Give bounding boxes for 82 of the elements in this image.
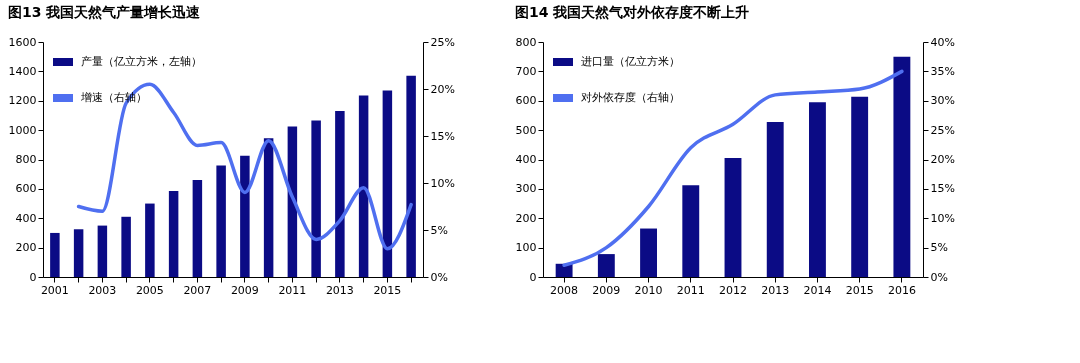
y2-tick-label: 10% bbox=[430, 176, 455, 190]
y-tick-label: 100 bbox=[515, 241, 537, 255]
bar bbox=[893, 56, 911, 277]
legend-label: 增速（右轴） bbox=[80, 91, 147, 104]
y2-tick-label: 25% bbox=[930, 123, 955, 137]
bar bbox=[50, 232, 60, 277]
y-tick-label: 1400 bbox=[8, 64, 37, 78]
y2-tick-label: 35% bbox=[930, 64, 955, 78]
bar bbox=[145, 203, 155, 277]
bar bbox=[216, 165, 226, 277]
y-tick-label: 800 bbox=[515, 35, 537, 49]
x-tick-label: 2005 bbox=[135, 283, 164, 297]
x-tick-label: 2009 bbox=[230, 283, 259, 297]
y2-tick-label: 0% bbox=[930, 270, 948, 284]
y-tick-label: 700 bbox=[515, 64, 537, 78]
y-tick-label: 500 bbox=[515, 123, 537, 137]
bar bbox=[240, 155, 250, 277]
y2-tick-label: 20% bbox=[430, 82, 455, 96]
y2-tick-label: 15% bbox=[430, 129, 455, 143]
y-tick-label: 200 bbox=[515, 211, 537, 225]
chart-title: 图13 我国天然气产量增长迅速 bbox=[8, 4, 202, 20]
x-tick-label: 2015 bbox=[845, 283, 874, 297]
x-tick-label: 2011 bbox=[676, 283, 705, 297]
y-tick-label: 800 bbox=[15, 153, 37, 166]
bar bbox=[97, 225, 108, 277]
x-tick-label: 2009 bbox=[592, 283, 621, 297]
line-series bbox=[562, 69, 904, 267]
y-tick-label: 400 bbox=[515, 153, 537, 166]
y2-tick-label: 40% bbox=[930, 35, 955, 49]
bar bbox=[263, 138, 274, 277]
line-series bbox=[76, 82, 413, 251]
y2-tick-label: 10% bbox=[930, 211, 955, 225]
y2-tick-label: 0% bbox=[430, 270, 448, 284]
bar bbox=[555, 263, 573, 277]
bar bbox=[766, 121, 784, 277]
x-tick-label: 2001 bbox=[40, 283, 69, 297]
bar bbox=[682, 185, 700, 277]
y-tick-label: 600 bbox=[515, 94, 537, 108]
y-tick-label: 200 bbox=[15, 241, 37, 255]
y2-tick-label: 30% bbox=[930, 94, 955, 108]
bar bbox=[597, 254, 615, 277]
bar bbox=[724, 158, 742, 277]
bar bbox=[311, 120, 321, 277]
y-tick-label: 0 bbox=[29, 270, 37, 284]
y2-tick-label: 5% bbox=[430, 223, 448, 237]
y-tick-label: 600 bbox=[15, 182, 37, 196]
x-tick-label: 2012 bbox=[719, 283, 747, 297]
bar bbox=[168, 191, 179, 277]
bar bbox=[640, 228, 657, 277]
x-tick-label: 2016 bbox=[887, 283, 916, 297]
y-tick-label: 300 bbox=[515, 182, 537, 196]
bar bbox=[406, 75, 416, 277]
bar bbox=[121, 216, 131, 277]
y2-tick-label: 5% bbox=[930, 241, 948, 255]
y2-tick-label: 20% bbox=[930, 153, 955, 166]
y-tick-label: 1600 bbox=[8, 35, 37, 49]
x-tick-label: 2013 bbox=[325, 283, 354, 297]
x-tick-label: 2003 bbox=[88, 283, 117, 297]
y-tick-label: 400 bbox=[15, 211, 37, 225]
bar bbox=[73, 229, 84, 277]
chart-title: 图14 我国天然气对外依存度不断上升 bbox=[515, 4, 750, 20]
y2-tick-label: 15% bbox=[930, 182, 955, 196]
legend-label: 进口量（亿立方米） bbox=[581, 55, 680, 68]
bar bbox=[809, 102, 826, 277]
legend-label: 产量（亿立方米，左轴） bbox=[81, 55, 202, 68]
x-tick-label: 2010 bbox=[634, 283, 663, 297]
bar bbox=[382, 90, 393, 277]
x-tick-label: 2008 bbox=[550, 283, 579, 297]
x-tick-label: 2013 bbox=[761, 283, 790, 297]
bar bbox=[335, 111, 345, 277]
bar bbox=[358, 95, 369, 277]
y-tick-label: 1000 bbox=[8, 123, 37, 137]
x-tick-label: 2014 bbox=[803, 283, 832, 297]
y-tick-label: 1200 bbox=[8, 94, 37, 108]
x-tick-label: 2007 bbox=[183, 283, 212, 297]
y-tick-label: 0 bbox=[529, 270, 537, 284]
x-tick-label: 2015 bbox=[373, 283, 402, 297]
y2-tick-label: 25% bbox=[430, 35, 455, 49]
bar bbox=[851, 96, 869, 277]
bar bbox=[192, 180, 203, 277]
x-tick-label: 2011 bbox=[278, 283, 307, 297]
legend-label: 对外依存度（右轴） bbox=[581, 91, 680, 104]
